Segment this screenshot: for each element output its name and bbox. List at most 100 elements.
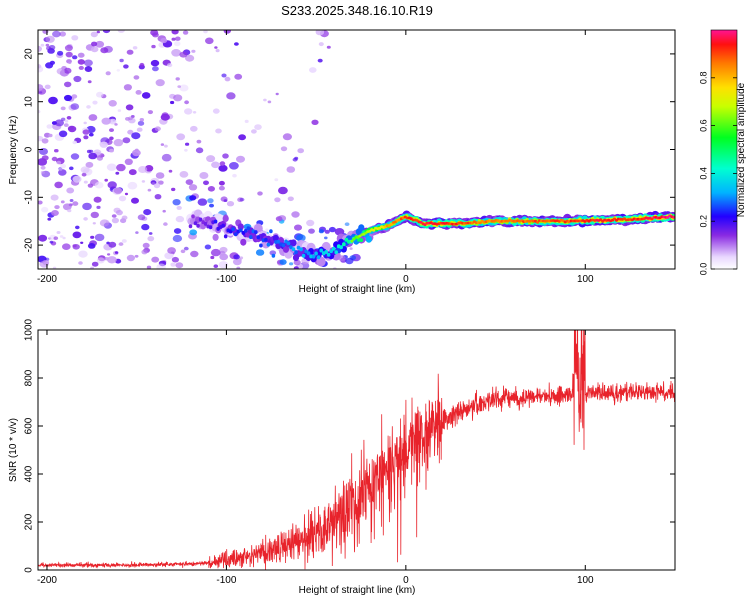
spectrogram-cell bbox=[257, 191, 263, 196]
spectrogram-cell bbox=[192, 111, 197, 114]
spectrogram-cell bbox=[309, 67, 317, 73]
spectrogram-y-tick-label: 0 bbox=[24, 146, 35, 152]
spectrogram-cell bbox=[179, 171, 189, 178]
spectrogram-cell bbox=[155, 79, 165, 87]
spectrogram-cell bbox=[196, 139, 202, 144]
spectrogram-cell bbox=[38, 110, 41, 114]
spectrogram-cell bbox=[184, 100, 190, 105]
spectrogram-cell bbox=[163, 222, 168, 226]
spectrogram-y-tick-label: -20 bbox=[24, 237, 35, 252]
spectrogram-cell bbox=[184, 108, 193, 115]
spectrogram-cell bbox=[215, 128, 222, 134]
spectrogram-cell bbox=[282, 133, 292, 141]
spectrogram-cell bbox=[148, 232, 153, 235]
spectrogram-cell bbox=[80, 241, 84, 244]
spectrogram-cell bbox=[85, 161, 94, 168]
spectrogram-cell bbox=[180, 249, 186, 254]
spectrogram-cell bbox=[90, 211, 100, 219]
spectrogram-cell bbox=[62, 243, 71, 250]
spectrogram-cell bbox=[255, 249, 265, 256]
spectrogram-cell bbox=[108, 100, 117, 107]
spectrogram-cell bbox=[109, 148, 114, 153]
spectrogram-cell bbox=[182, 30, 189, 35]
spectrogram-cell bbox=[274, 178, 279, 182]
spectrogram-cell bbox=[113, 207, 121, 213]
spectrogram-cell bbox=[177, 85, 181, 88]
spectrogram-cell bbox=[67, 209, 72, 213]
spectrogram-cell bbox=[152, 66, 159, 72]
spectrogram-track-cell bbox=[212, 233, 219, 241]
spectrogram-cell bbox=[82, 129, 90, 135]
spectrogram-cell bbox=[38, 200, 43, 205]
spectrogram-cell bbox=[219, 161, 226, 166]
spectrogram-cell bbox=[100, 47, 109, 54]
spectrogram-cell bbox=[63, 81, 72, 88]
spectrogram-track-cell bbox=[240, 238, 247, 246]
spectrogram-cell bbox=[80, 166, 90, 174]
spectrogram-cell bbox=[185, 54, 195, 62]
spectrogram-cell bbox=[190, 125, 198, 132]
spectrogram-cell bbox=[118, 242, 124, 246]
colorbar-tick-label: 0.2 bbox=[698, 215, 708, 228]
spectrogram-cell bbox=[150, 59, 160, 67]
spectrogram-cell bbox=[72, 244, 77, 248]
spectrogram-cell bbox=[218, 185, 225, 191]
spectrogram-track-cell bbox=[246, 226, 251, 231]
spectrogram-cell bbox=[127, 181, 138, 190]
spectrogram-cell bbox=[135, 90, 142, 95]
spectrogram-track-cell bbox=[254, 230, 258, 235]
spectrogram-cell bbox=[132, 149, 141, 157]
spectrogram-track-cell bbox=[334, 250, 339, 255]
spectrogram-track-cell bbox=[256, 235, 261, 240]
spectrogram-cell bbox=[69, 199, 74, 202]
spectrogram-cell bbox=[168, 169, 173, 173]
spectrogram-track-cell bbox=[213, 219, 218, 224]
spectrogram-cell bbox=[349, 247, 353, 250]
spectrogram-cell bbox=[190, 250, 199, 258]
spectrogram-cell bbox=[176, 133, 186, 141]
spectrogram-cell bbox=[206, 155, 216, 163]
spectrogram-cell bbox=[63, 67, 72, 74]
spectrogram-track-core bbox=[350, 239, 354, 243]
spectrogram-cell bbox=[56, 160, 62, 165]
spectrogram-cell bbox=[118, 195, 127, 202]
spectrogram-cell bbox=[60, 163, 66, 169]
spectrogram-cell bbox=[81, 172, 87, 177]
spectrogram-cell bbox=[167, 63, 173, 68]
spectrogram-cell bbox=[40, 43, 45, 47]
spectrogram-cell bbox=[66, 116, 72, 120]
spectrogram-cell bbox=[294, 156, 299, 160]
spectrogram-track-cell bbox=[359, 238, 364, 243]
spectrogram-cell bbox=[113, 138, 124, 147]
spectrogram-cell bbox=[171, 256, 179, 263]
snr-y-tick-label: 400 bbox=[24, 465, 35, 482]
snr-y-tick-label: 200 bbox=[24, 513, 35, 530]
spectrogram-cell bbox=[107, 181, 117, 189]
snr-x-axis: -200 -100 0 100 bbox=[37, 330, 594, 586]
spectrogram-cell bbox=[223, 199, 228, 203]
spectrogram-cell bbox=[88, 132, 94, 137]
spectrogram-cell bbox=[131, 132, 141, 140]
spectrogram-cell bbox=[83, 180, 88, 184]
colorbar-tick-label: 0.8 bbox=[698, 72, 708, 85]
spectrogram-y-axis: -20 -10 0 10 20 bbox=[24, 48, 675, 252]
spectrogram-cell bbox=[179, 84, 189, 92]
spectrogram-cell bbox=[77, 52, 85, 58]
spectrogram-x-tick-label: -200 bbox=[37, 274, 57, 285]
spectrogram-cell bbox=[40, 165, 46, 170]
colorbar-axis: 0.0 0.2 0.4 0.6 0.8 bbox=[698, 72, 737, 275]
spectrogram-cell bbox=[109, 118, 117, 125]
spectrogram-cell bbox=[51, 210, 59, 216]
spectrogram-track-cell bbox=[281, 243, 286, 248]
spectrogram-cell bbox=[147, 110, 153, 115]
spectrogram-track-cell bbox=[221, 223, 225, 228]
spectrogram-cell bbox=[122, 137, 131, 144]
spectrogram-track-cell bbox=[231, 227, 235, 232]
spectrogram-y-label: Frequency (Hz) bbox=[8, 116, 19, 185]
spectrogram-cell bbox=[154, 194, 162, 200]
spectrogram-cell bbox=[117, 30, 125, 33]
snr-x-tick-label: 0 bbox=[403, 575, 409, 586]
spectrogram-cell bbox=[83, 121, 87, 125]
spectrogram-cell bbox=[160, 37, 168, 44]
spectrogram-cell bbox=[239, 197, 245, 202]
